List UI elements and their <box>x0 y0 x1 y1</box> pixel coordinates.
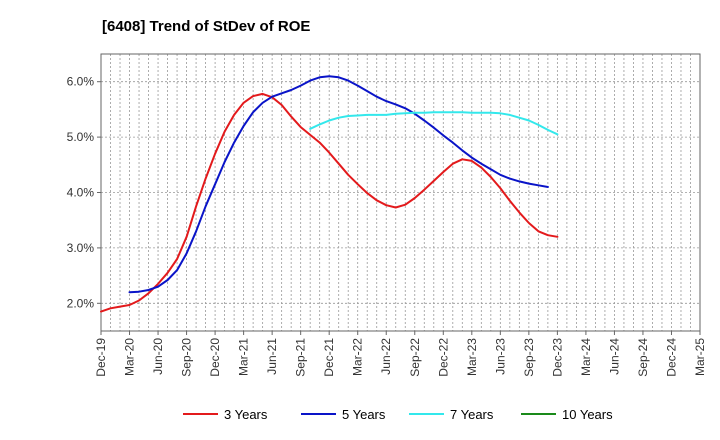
x-tick-label: Mar-25 <box>693 338 707 376</box>
series-line-3-years <box>100 92 559 313</box>
x-tick-label: Jun-22 <box>379 338 393 375</box>
chart-title: [6408] Trend of StDev of ROE <box>102 18 310 35</box>
x-tick-label: Mar-24 <box>579 338 593 376</box>
x-tick-label: Mar-21 <box>237 338 251 376</box>
legend: 3 Years 5 Years 7 Years 10 Years <box>183 407 613 422</box>
x-tick-label: Dec-20 <box>208 338 222 377</box>
y-tick-label: 3.0% <box>67 241 95 255</box>
x-tick-label: Mar-20 <box>123 338 137 376</box>
series-line-5-years <box>128 75 549 294</box>
legend-label-3-years: 3 Years <box>224 407 268 422</box>
legend-label-10-years: 10 Years <box>562 407 613 422</box>
x-axis: Dec-19 Mar-20 Jun-20 Sep-20 Dec-20 Mar-21 Jun-… <box>94 331 707 377</box>
x-tick-label: Sep-24 <box>636 338 650 377</box>
x-tick-label: Jun-21 <box>265 338 279 375</box>
x-tick-label: Dec-21 <box>322 338 336 377</box>
x-tick-label: Sep-20 <box>180 338 194 377</box>
legend-label-5-years: 5 Years <box>342 407 386 422</box>
x-tick-label: Dec-19 <box>94 338 108 377</box>
series-lines <box>100 75 559 313</box>
x-tick-label: Dec-23 <box>550 338 564 377</box>
x-tick-label: Sep-23 <box>522 338 536 377</box>
x-tick-label: Dec-22 <box>436 338 450 377</box>
y-tick-label: 2.0% <box>67 296 95 310</box>
x-tick-label: Sep-22 <box>408 338 422 377</box>
y-tick-label: 6.0% <box>67 75 95 89</box>
y-tick-label: 4.0% <box>67 186 95 200</box>
legend-label-7-years: 7 Years <box>450 407 494 422</box>
series-line-7-years <box>309 111 559 136</box>
x-tick-label: Jun-24 <box>607 338 621 375</box>
x-tick-label: Mar-23 <box>465 338 479 376</box>
x-tick-label: Sep-21 <box>294 338 308 377</box>
x-tick-label: Jun-23 <box>493 338 507 375</box>
grid <box>101 54 700 331</box>
y-tick-label: 5.0% <box>67 130 95 144</box>
x-tick-label: Jun-20 <box>151 338 165 375</box>
x-tick-label: Mar-22 <box>351 338 365 376</box>
y-axis: 2.0% 3.0% 4.0% 5.0% 6.0% <box>67 75 101 310</box>
x-tick-label: Dec-24 <box>664 338 678 377</box>
